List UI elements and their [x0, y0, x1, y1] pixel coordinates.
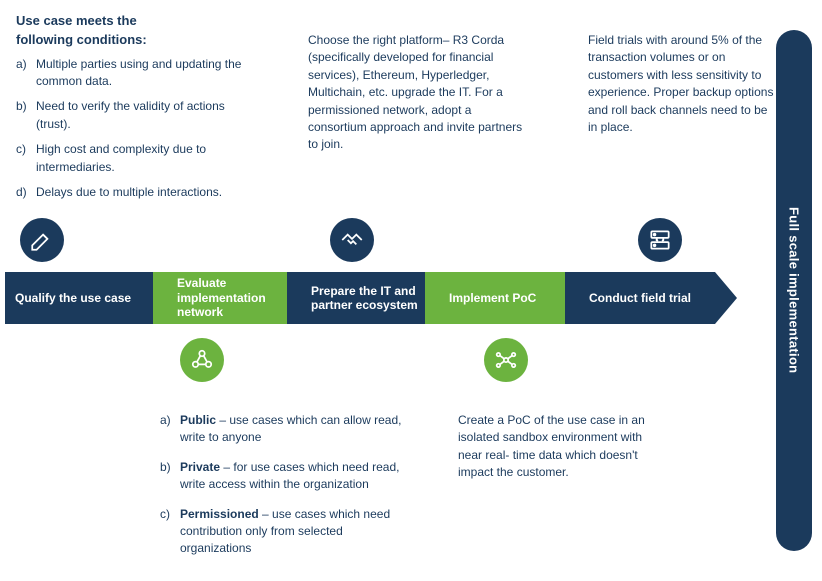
network-type-name: Private: [180, 460, 220, 474]
list-marker: c): [160, 506, 170, 523]
condition-text: Need to verify the validity of actions (…: [36, 99, 225, 130]
network-type-item: a)Public – use cases which can allow rea…: [160, 412, 410, 447]
process-arrow-row: Qualify the use case Evaluate implementat…: [5, 272, 793, 324]
process-step-label: Conduct field trial: [589, 291, 691, 305]
poc-text: Create a PoC of the use case in an isola…: [458, 412, 668, 482]
process-step-label: Qualify the use case: [15, 291, 131, 305]
network-type-item: c)Permissioned – use cases which need co…: [160, 506, 410, 558]
usecase-conditions-block: Use case meets the following conditions:…: [16, 12, 256, 209]
process-step-arrow: Implement PoC: [425, 272, 587, 324]
conditions-list: a) Multiple parties using and updating th…: [16, 56, 256, 202]
list-marker: b): [160, 459, 171, 476]
server-icon: [638, 218, 682, 262]
process-step-arrow: Evaluate implementation network: [153, 272, 309, 324]
process-step-arrow: Prepare the IT and partner ecosystem: [287, 272, 447, 324]
condition-item: d) Delays due to multiple interactions.: [16, 184, 256, 201]
process-step-arrow: Qualify the use case: [5, 272, 175, 324]
process-step-arrow: Conduct field trial: [565, 272, 737, 324]
handshake-icon: [330, 218, 374, 262]
list-marker: c): [16, 141, 26, 158]
network-type-item: b)Private – for use cases which need rea…: [160, 459, 410, 494]
pencil-icon: [20, 218, 64, 262]
conditions-heading-line1: Use case meets the: [16, 13, 137, 28]
process-step-label: Evaluate implementation network: [177, 276, 281, 319]
condition-text: High cost and complexity due to intermed…: [36, 142, 206, 173]
condition-item: b) Need to verify the validity of actions…: [16, 98, 256, 133]
condition-text: Delays due to multiple interactions.: [36, 185, 222, 199]
list-marker: a): [16, 56, 27, 73]
network-hub-icon: [484, 338, 528, 382]
conditions-heading-line2: following conditions:: [16, 32, 147, 47]
final-pill: Full scale implementation: [776, 30, 812, 551]
top-center-text: Choose the right platform– R3 Corda (spe…: [308, 32, 528, 154]
list-marker: a): [160, 412, 171, 429]
condition-item: c) High cost and complexity due to interm…: [16, 141, 256, 176]
condition-text: Multiple parties using and updating the …: [36, 57, 241, 88]
network-types-block: a)Public – use cases which can allow rea…: [160, 412, 410, 570]
process-step-label: Prepare the IT and partner ecosystem: [311, 284, 419, 313]
list-marker: b): [16, 98, 27, 115]
conditions-heading: Use case meets the following conditions:: [16, 12, 256, 50]
final-pill-label: Full scale implementation: [787, 207, 802, 373]
network-nodes-icon: [180, 338, 224, 382]
top-right-text: Field trials with around 5% of the trans…: [588, 32, 778, 136]
list-marker: d): [16, 184, 27, 201]
condition-item: a) Multiple parties using and updating th…: [16, 56, 256, 91]
network-type-name: Permissioned: [180, 507, 259, 521]
process-step-label: Implement PoC: [449, 291, 536, 305]
network-type-name: Public: [180, 413, 216, 427]
network-types-list: a)Public – use cases which can allow rea…: [160, 412, 410, 558]
